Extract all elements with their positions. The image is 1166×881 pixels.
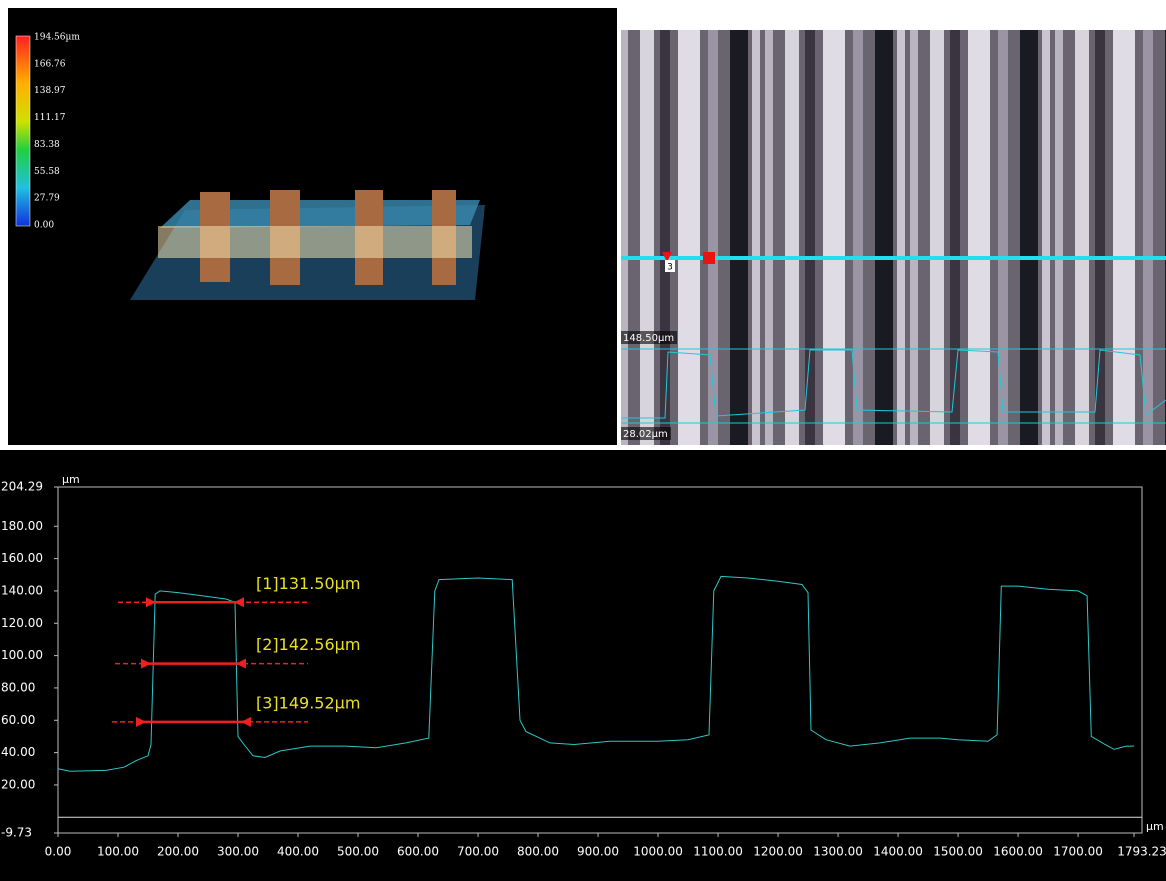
y-tick-label: 204.29 bbox=[1, 480, 43, 494]
measure-label: [2]142.56µm bbox=[256, 635, 360, 654]
x-tick-label: 600.00 bbox=[397, 845, 439, 859]
scale-label: 194.56µm bbox=[34, 33, 80, 43]
y-tick-label: 120.00 bbox=[1, 616, 43, 630]
x-tick-label: 1400.00 bbox=[873, 845, 923, 859]
y-tick-label: 20.00 bbox=[1, 777, 35, 791]
x-tick-label: 1600.00 bbox=[993, 845, 1043, 859]
x-tick-label: 800.00 bbox=[517, 845, 559, 859]
y-tick-label: 60.00 bbox=[1, 713, 35, 727]
scale-label: 83.38 bbox=[34, 140, 60, 150]
scale-label: 138.97 bbox=[34, 86, 66, 96]
y-unit: µm bbox=[62, 473, 80, 486]
color-scale bbox=[16, 36, 30, 226]
y-tick-label: 80.00 bbox=[1, 680, 35, 694]
y-tick-label: -9.73 bbox=[1, 826, 32, 840]
x-tick-label: 200.00 bbox=[157, 845, 199, 859]
profile-panel bbox=[0, 450, 1166, 881]
measure-label: [3]149.52µm bbox=[256, 693, 360, 712]
y-tick-label: 160.00 bbox=[1, 551, 43, 565]
x-tick-label: 400.00 bbox=[277, 845, 319, 859]
screen: 194.56µm 166.76 138.97 111.17 83.38 55.58 27.7… bbox=[0, 0, 1166, 881]
scale-label: 27.79 bbox=[34, 194, 60, 204]
micrograph bbox=[621, 30, 1166, 445]
x-tick-label: 1200.00 bbox=[753, 845, 803, 859]
scale-label: 0.00 bbox=[34, 221, 54, 231]
bottom-label: 28.02µm bbox=[623, 429, 668, 440]
3d-model bbox=[130, 190, 485, 300]
top-label: 148.50µm bbox=[623, 333, 674, 344]
scale-label: 55.58 bbox=[34, 167, 60, 177]
y-tick-label: 180.00 bbox=[1, 519, 43, 533]
marker bbox=[703, 252, 715, 264]
x-tick-label: 1500.00 bbox=[933, 845, 983, 859]
x-unit: µm bbox=[1146, 820, 1164, 833]
scale-label: 111.17 bbox=[34, 113, 66, 123]
x-tick-label: 700.00 bbox=[457, 845, 499, 859]
y-tick-label: 40.00 bbox=[1, 745, 35, 759]
x-tick-label: 500.00 bbox=[337, 845, 379, 859]
x-tick-label: 1793.23 bbox=[1117, 845, 1166, 859]
measure-label: [1]131.50µm bbox=[256, 574, 360, 593]
x-tick-label: 300.00 bbox=[217, 845, 259, 859]
x-tick-label: 1100.00 bbox=[693, 845, 743, 859]
x-tick-label: 900.00 bbox=[577, 845, 619, 859]
x-tick-label: 1000.00 bbox=[633, 845, 683, 859]
x-tick-label: 1300.00 bbox=[813, 845, 863, 859]
y-tick-label: 100.00 bbox=[1, 648, 43, 662]
x-tick-label: 100.00 bbox=[97, 845, 139, 859]
scale-label: 166.76 bbox=[34, 59, 66, 69]
y-tick-label: 140.00 bbox=[1, 583, 43, 597]
marker-label: 3 bbox=[667, 263, 673, 273]
x-tick-label: 0.00 bbox=[45, 845, 72, 859]
x-tick-label: 1700.00 bbox=[1053, 845, 1103, 859]
page: { "color_scale": {"labels": ["194.56µm",… bbox=[0, 0, 1166, 881]
